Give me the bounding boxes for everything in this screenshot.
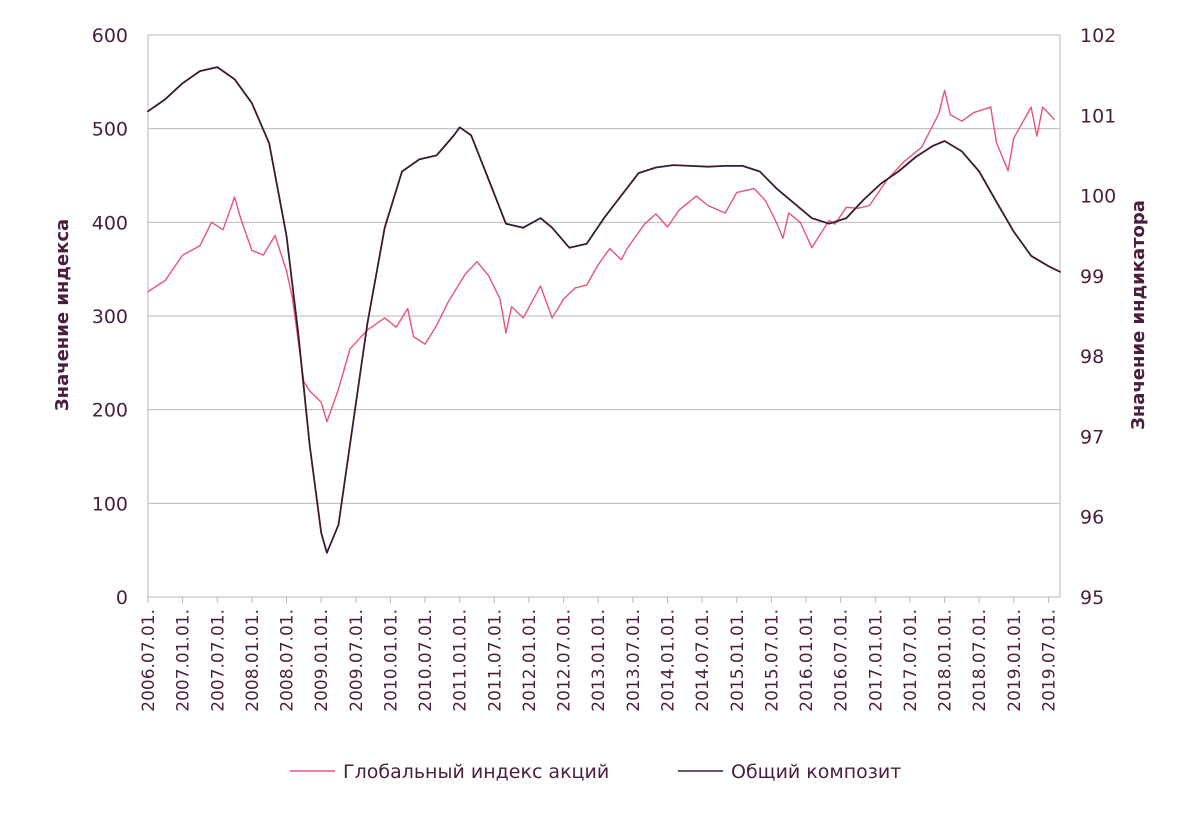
y-right-tick-label: 98 bbox=[1080, 346, 1104, 368]
y-left-tick-label: 200 bbox=[92, 400, 128, 422]
x-tick-label: 2017.07.01. bbox=[901, 609, 921, 712]
y-right-tick-label: 101 bbox=[1080, 105, 1116, 127]
x-tick-label: 2019.01.01. bbox=[1005, 609, 1025, 712]
legend-label-composite: Общий композит bbox=[731, 761, 901, 783]
y-right-tick-label: 102 bbox=[1080, 25, 1116, 47]
x-tick-label: 2015.07.01. bbox=[762, 609, 782, 712]
series-line-stocks bbox=[147, 89, 1055, 423]
x-tick-label: 2008.01.01. bbox=[243, 609, 263, 712]
y-right-tick-label: 99 bbox=[1080, 266, 1104, 288]
y-right-tick-label: 96 bbox=[1080, 507, 1104, 529]
series-line-composite bbox=[147, 66, 1061, 554]
x-tick-label: 2013.07.01. bbox=[624, 609, 644, 712]
y-right-tick-label: 95 bbox=[1080, 587, 1104, 609]
y-left-tick-label: 400 bbox=[92, 212, 128, 234]
y-right-tick-label: 100 bbox=[1080, 186, 1116, 208]
plot-lines bbox=[147, 66, 1061, 554]
gridlines bbox=[147, 34, 1061, 598]
x-axis: 2006.07.01. 2007.01.01. 2007.07.01. 2008.01… bbox=[139, 597, 1059, 712]
x-tick-label: 2014.01.01. bbox=[658, 609, 678, 712]
x-tick-label: 2018.01.01. bbox=[936, 609, 956, 712]
x-tick-label: 2012.01.01. bbox=[520, 609, 540, 712]
x-tick-label: 2014.07.01. bbox=[693, 609, 713, 712]
x-tick-label: 2011.07.01. bbox=[485, 609, 505, 712]
y-left-tick-label: 500 bbox=[92, 119, 128, 141]
x-tick-label: 2016.07.01. bbox=[832, 609, 852, 712]
x-tick-label: 2016.01.01. bbox=[797, 609, 817, 712]
x-tick-label: 2009.01.01. bbox=[312, 609, 332, 712]
y-axis-left-title: Значение индекса bbox=[52, 219, 73, 411]
y-left-tick-label: 0 bbox=[116, 587, 128, 609]
x-tick-label: 2015.01.01. bbox=[728, 609, 748, 712]
x-tick-label: 2009.07.01. bbox=[347, 609, 367, 712]
legend-label-stocks: Глобальный индекс акций bbox=[343, 761, 609, 783]
x-tick-label: 2018.07.01. bbox=[970, 609, 990, 712]
y-left-tick-label: 100 bbox=[92, 493, 128, 515]
x-tick-label: 2010.07.01. bbox=[416, 609, 436, 712]
x-tick-label: 2011.01.01. bbox=[451, 609, 471, 712]
x-tick-label: 2019.07.01. bbox=[1039, 609, 1059, 712]
y-left-tick-label: 300 bbox=[92, 306, 128, 328]
y-axis-right: 95 96 97 98 99 100 101 102 bbox=[1080, 25, 1116, 609]
x-tick-label: 2010.01.01. bbox=[381, 609, 401, 712]
y-axis-right-title: Значение индикатора bbox=[1128, 200, 1149, 430]
x-tick-label: 2007.01.01. bbox=[174, 609, 194, 712]
x-tick-label: 2017.01.01. bbox=[866, 609, 886, 712]
x-tick-label: 2007.07.01. bbox=[208, 609, 228, 712]
x-tick-label: 2013.01.01. bbox=[589, 609, 609, 712]
y-right-tick-label: 97 bbox=[1080, 426, 1104, 448]
x-tick-label: 2006.07.01. bbox=[139, 609, 159, 712]
x-tick-label: 2008.07.01. bbox=[278, 609, 298, 712]
y-left-tick-label: 600 bbox=[92, 25, 128, 47]
y-axis-left: 0 100 200 300 400 500 600 bbox=[92, 25, 128, 609]
legend: Глобальный индекс акций Общий композит bbox=[290, 761, 901, 783]
x-tick-label: 2012.07.01. bbox=[555, 609, 575, 712]
